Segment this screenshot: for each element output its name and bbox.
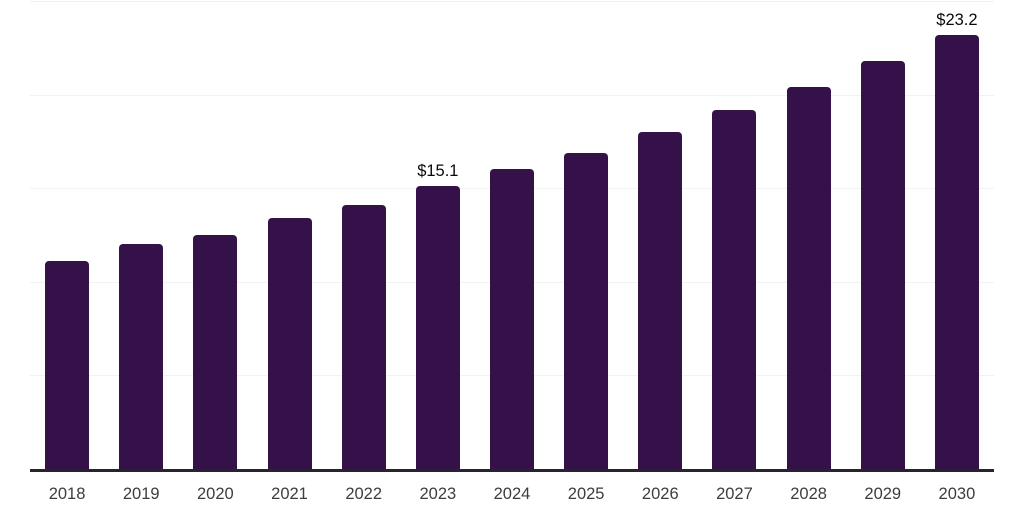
bar	[45, 261, 90, 469]
x-tick-label: 2029	[864, 485, 902, 503]
data-label: $23.2	[936, 10, 978, 29]
bar	[712, 109, 757, 469]
bar	[267, 218, 312, 469]
data-label: $15.1	[417, 162, 459, 181]
x-tick-label: 2019	[122, 485, 160, 503]
bar	[564, 152, 609, 469]
x-axis-line	[30, 469, 994, 472]
x-tick-label: 2024	[493, 485, 531, 503]
bar	[786, 87, 831, 469]
bar	[119, 244, 164, 469]
x-tick-label: 2020	[197, 485, 234, 503]
x-tick-label: 2021	[271, 485, 308, 503]
bar	[193, 235, 238, 469]
bar	[415, 186, 460, 469]
bar	[490, 169, 534, 469]
gridline	[30, 1, 994, 2]
x-tick-label: 2026	[641, 485, 679, 503]
x-tick-label: 2022	[345, 485, 383, 503]
bar	[934, 34, 979, 469]
bar	[638, 132, 683, 469]
gridline	[30, 95, 994, 96]
x-tick-label: 2025	[567, 485, 605, 503]
bar	[860, 60, 905, 469]
x-tick-label: 2028	[790, 485, 827, 503]
x-tick-label: 2027	[716, 485, 753, 503]
x-tick-label: 2023	[419, 485, 457, 503]
x-tick-label: 2030	[938, 485, 976, 503]
x-tick-label: 2018	[48, 485, 86, 503]
bar	[341, 205, 386, 469]
